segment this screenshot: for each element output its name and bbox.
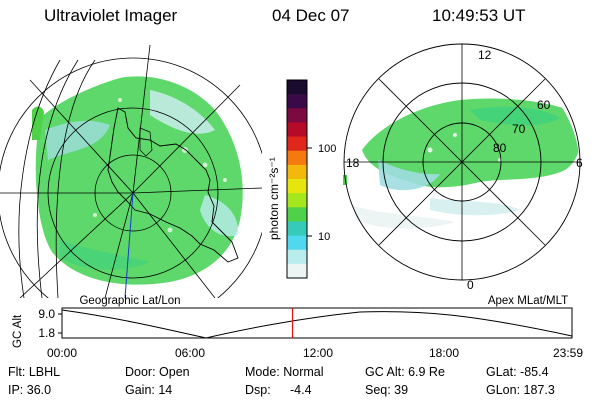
mlt-label-12: 12 (478, 48, 492, 62)
colorbar-segment (287, 207, 307, 222)
altitude-curve (61, 309, 573, 339)
colorbar-unit-label: photon cm⁻²s⁻¹ (267, 157, 281, 240)
glat-info: GLat: -85.4 (486, 365, 549, 379)
colorbar-segment (287, 179, 307, 194)
colorbar-segment (287, 94, 307, 109)
colorbar-segment (287, 150, 307, 166)
colorbar-segment (287, 263, 307, 279)
time-tick-1200: 12:00 (303, 346, 333, 360)
apex-caption: Apex MLat/MLT (488, 295, 568, 307)
gc-alt-info: GC Alt: 6.9 Re (365, 365, 445, 379)
glon-info: GLon: 187.3 (486, 383, 555, 397)
colorbar-segment (287, 249, 307, 265)
altitude-tick-1-8: 1.8 (38, 326, 55, 340)
time-tick-0000: 00:00 (47, 346, 77, 360)
time-label: 10:49:53 UT (432, 6, 526, 25)
colorbar-segment (287, 221, 307, 237)
colorbar-segment (287, 136, 307, 152)
colorbar-segment (287, 108, 307, 123)
gain-info: Gain: 14 (125, 383, 173, 397)
colorbar-tick-10: 10 (318, 231, 330, 243)
mode-info: Mode: Normal (245, 365, 324, 379)
geographic-map (0, 44, 262, 298)
lat-label-80: 80 (493, 141, 507, 155)
date-label: 04 Dec 07 (272, 6, 350, 25)
color-bar (286, 79, 308, 279)
altitude-plot-frame (61, 307, 573, 339)
colorbar-segment (287, 164, 307, 180)
time-tick-2359: 23:59 (553, 346, 583, 360)
time-tick-1800: 18:00 (429, 346, 459, 360)
altitude-tick-9: 9.0 (38, 307, 55, 321)
dsp-info-value: -4.4 (290, 383, 312, 397)
lat-label-60: 60 (537, 98, 551, 112)
altitude-plot (58, 307, 573, 339)
ip-info: IP: 36.0 (8, 383, 52, 397)
time-tick-0600: 06:00 (175, 346, 205, 360)
colorbar-frame (286, 79, 308, 279)
seq-info: Seq: 39 (365, 383, 409, 397)
altitude-axis-label: GC Alt (12, 314, 24, 348)
mlt-label-0: 0 (467, 278, 474, 292)
colorbar-tick-100: 100 (318, 143, 336, 155)
coastline (107, 107, 239, 263)
mlt-label-6: 6 (576, 156, 583, 170)
colorbar-segment (287, 235, 307, 251)
colorbar-segment (287, 193, 307, 208)
colorbar-segment (287, 122, 307, 138)
door-info: Door: Open (125, 365, 190, 379)
lat-label-70: 70 (512, 122, 526, 136)
geographic-caption: Geographic Lat/Lon (79, 295, 180, 307)
dsp-info-label: Dsp: (245, 383, 271, 397)
colorbar-segment (287, 80, 307, 95)
mlt-label-18: 18 (346, 156, 360, 170)
filter-info: Flt: LBHL (8, 365, 61, 379)
polar-map (343, 43, 581, 281)
instrument-title: Ultraviolet Imager (44, 6, 178, 25)
